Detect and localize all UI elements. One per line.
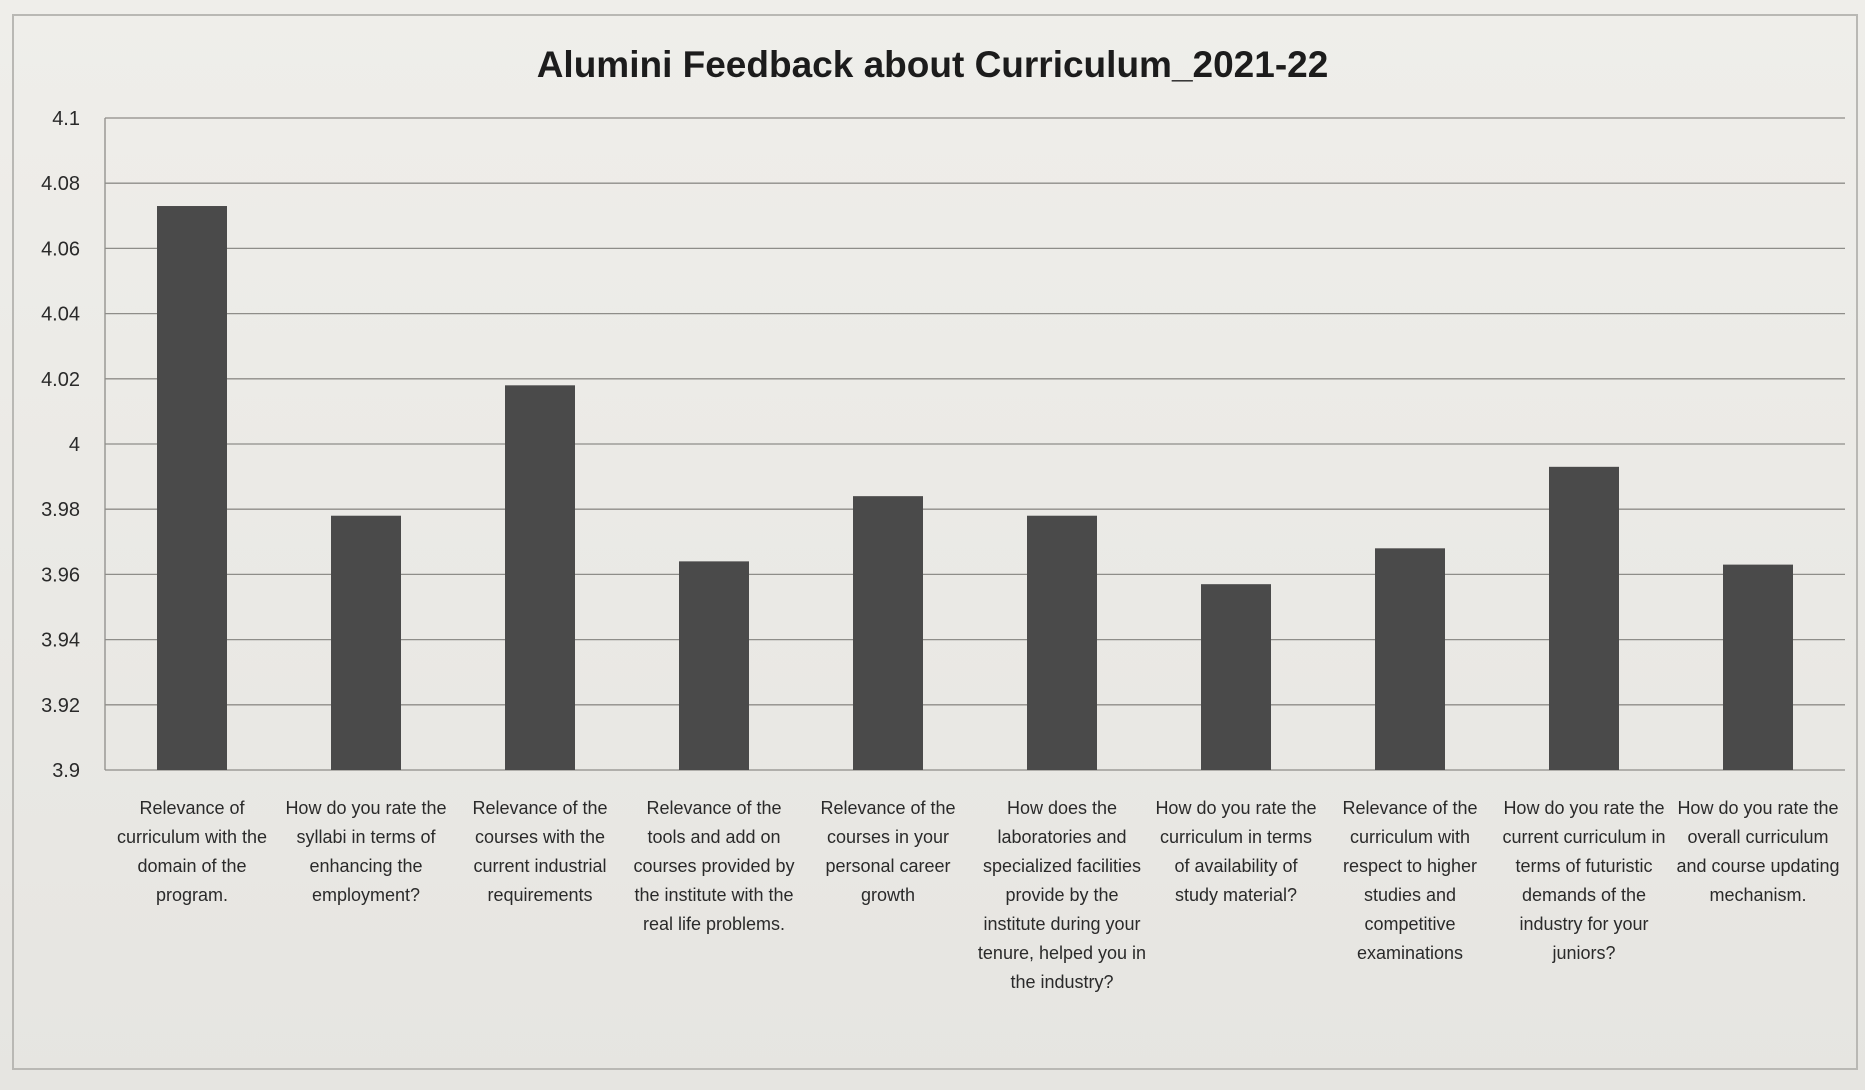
bar [1027,515,1097,770]
y-tick-label: 3.92 [41,695,80,717]
bar [1549,466,1619,770]
x-category-label: Relevance of the courses with the curren… [472,798,608,905]
bar [1201,584,1271,770]
y-tick-label: 4.02 [41,369,80,391]
x-category-label: How do you rate the curriculum in terms … [1155,798,1317,905]
bar [157,206,227,770]
bar [505,385,575,770]
bar [1375,548,1445,770]
chart-frame [12,14,1858,1070]
x-category-label: How do you rate the current curriculum i… [1502,798,1666,963]
bar [679,561,749,770]
y-tick-label: 3.94 [41,630,80,652]
bar [331,515,401,770]
y-tick-label: 3.96 [41,564,80,586]
bar [1723,564,1793,770]
y-tick-label: 4.06 [41,238,80,260]
y-tick-label: 3.9 [52,760,80,782]
y-tick-label: 4.08 [41,173,80,195]
x-category-label: Relevance of the courses in your persona… [820,798,956,905]
x-category-label: How do you rate the overall curriculum a… [1676,798,1840,905]
chart-title: Alumini Feedback about Curriculum_2021-2… [536,44,1329,85]
x-category-label: Relevance of curriculum with the domain … [116,798,268,905]
y-tick-label: 4 [69,434,80,456]
y-tick-label: 3.98 [41,499,80,521]
x-category-label: How do you rate the syllabi in terms of … [285,798,447,905]
bar [853,496,923,770]
y-tick-label: 4.04 [41,304,80,326]
x-category-label: Relevance of the curriculum with respect… [1342,798,1478,963]
x-category-label: Relevance of the tools and add on course… [633,798,795,934]
x-category-label: How does the laboratories and specialize… [977,798,1147,992]
y-tick-label: 4.1 [52,108,80,130]
